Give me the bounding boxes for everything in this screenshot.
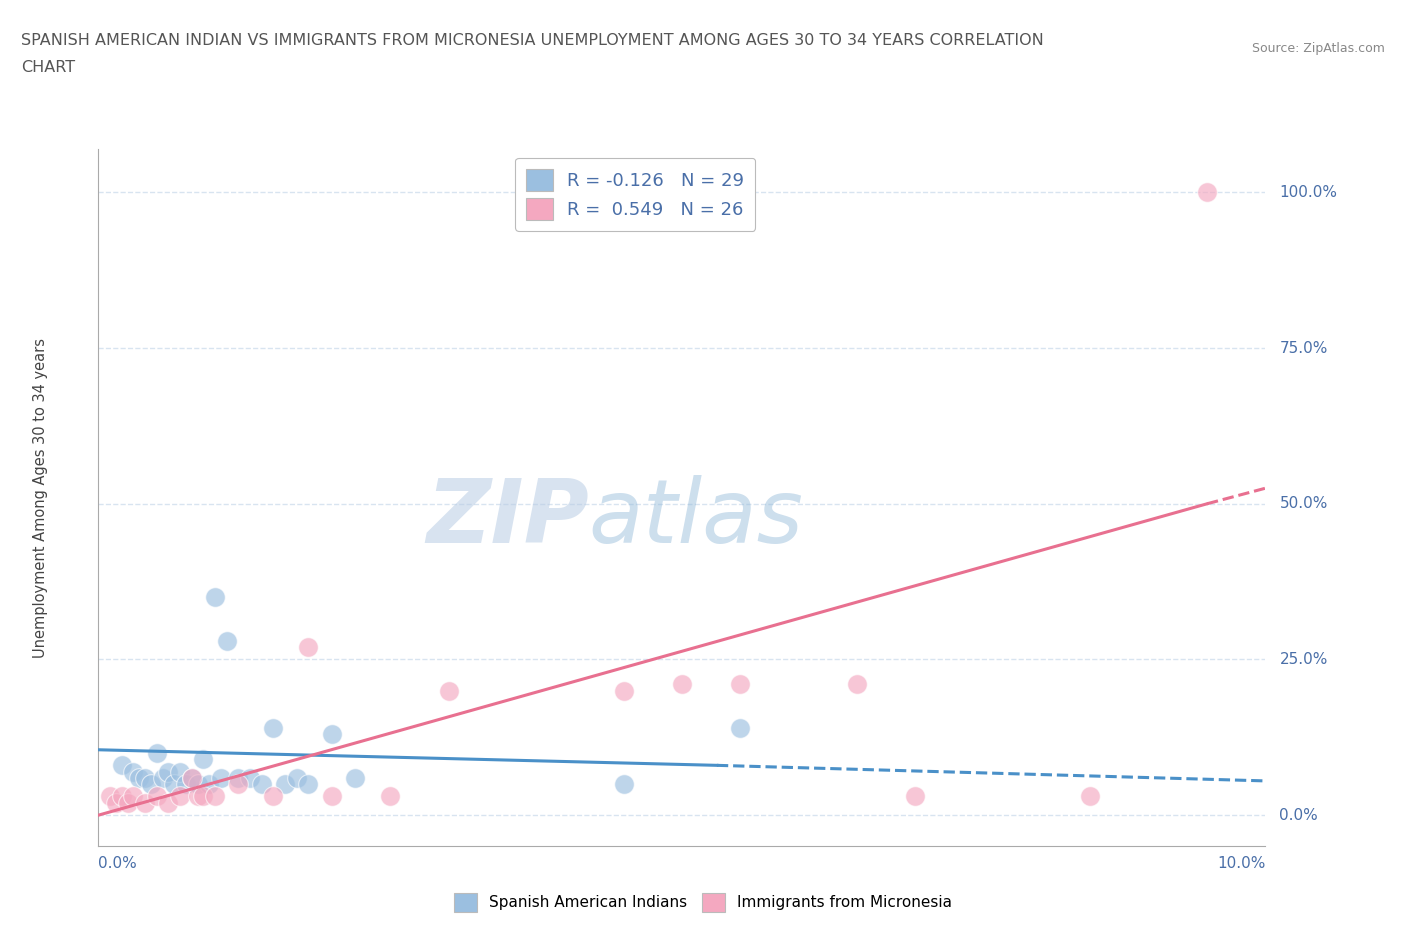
- Point: [239, 770, 262, 785]
- Point: [204, 789, 226, 804]
- Point: [612, 777, 634, 791]
- Point: [146, 746, 169, 761]
- Point: [163, 777, 186, 791]
- Point: [297, 777, 319, 791]
- Point: [198, 777, 221, 791]
- Text: Source: ZipAtlas.com: Source: ZipAtlas.com: [1251, 42, 1385, 55]
- Point: [344, 770, 367, 785]
- Text: Unemployment Among Ages 30 to 34 years: Unemployment Among Ages 30 to 34 years: [32, 338, 48, 658]
- Point: [180, 770, 202, 785]
- Point: [169, 789, 191, 804]
- Point: [215, 633, 238, 648]
- Point: [98, 789, 121, 804]
- Point: [321, 726, 343, 741]
- Point: [134, 770, 156, 785]
- Point: [122, 789, 145, 804]
- Point: [139, 777, 162, 791]
- Text: 25.0%: 25.0%: [1279, 652, 1327, 667]
- Point: [157, 795, 180, 810]
- Point: [204, 590, 226, 604]
- Point: [1080, 789, 1102, 804]
- Text: atlas: atlas: [589, 475, 803, 562]
- Point: [209, 770, 232, 785]
- Text: 10.0%: 10.0%: [1218, 856, 1265, 870]
- Text: 0.0%: 0.0%: [1279, 807, 1319, 823]
- Point: [152, 770, 174, 785]
- Point: [378, 789, 402, 804]
- Point: [104, 795, 127, 810]
- Text: SPANISH AMERICAN INDIAN VS IMMIGRANTS FROM MICRONESIA UNEMPLOYMENT AMONG AGES 30: SPANISH AMERICAN INDIAN VS IMMIGRANTS FR…: [21, 33, 1043, 47]
- Text: 0.0%: 0.0%: [98, 856, 138, 870]
- Point: [730, 721, 752, 736]
- Point: [228, 770, 250, 785]
- Point: [193, 789, 215, 804]
- Point: [297, 640, 319, 655]
- Text: ZIP: ZIP: [426, 475, 589, 562]
- Point: [134, 795, 156, 810]
- Point: [146, 789, 169, 804]
- Point: [262, 721, 284, 736]
- Point: [187, 777, 209, 791]
- Point: [117, 795, 139, 810]
- Point: [228, 777, 250, 791]
- Point: [274, 777, 297, 791]
- Text: 50.0%: 50.0%: [1279, 497, 1327, 512]
- Point: [612, 684, 634, 698]
- Legend: R = -0.126   N = 29, R =  0.549   N = 26: R = -0.126 N = 29, R = 0.549 N = 26: [515, 158, 755, 231]
- Text: CHART: CHART: [21, 60, 75, 75]
- Text: 100.0%: 100.0%: [1279, 185, 1337, 200]
- Legend: Spanish American Indians, Immigrants from Micronesia: Spanish American Indians, Immigrants fro…: [447, 887, 959, 918]
- Point: [169, 764, 191, 779]
- Point: [180, 770, 202, 785]
- Point: [187, 789, 209, 804]
- Point: [262, 789, 284, 804]
- Point: [122, 764, 145, 779]
- Point: [730, 677, 752, 692]
- Text: 75.0%: 75.0%: [1279, 340, 1327, 355]
- Point: [437, 684, 460, 698]
- Point: [904, 789, 927, 804]
- Point: [321, 789, 343, 804]
- Point: [111, 789, 134, 804]
- Point: [285, 770, 308, 785]
- Point: [128, 770, 150, 785]
- Point: [193, 751, 215, 766]
- Point: [111, 758, 134, 773]
- Point: [1195, 185, 1218, 200]
- Point: [671, 677, 693, 692]
- Point: [174, 777, 197, 791]
- Point: [157, 764, 180, 779]
- Point: [250, 777, 273, 791]
- Point: [845, 677, 868, 692]
